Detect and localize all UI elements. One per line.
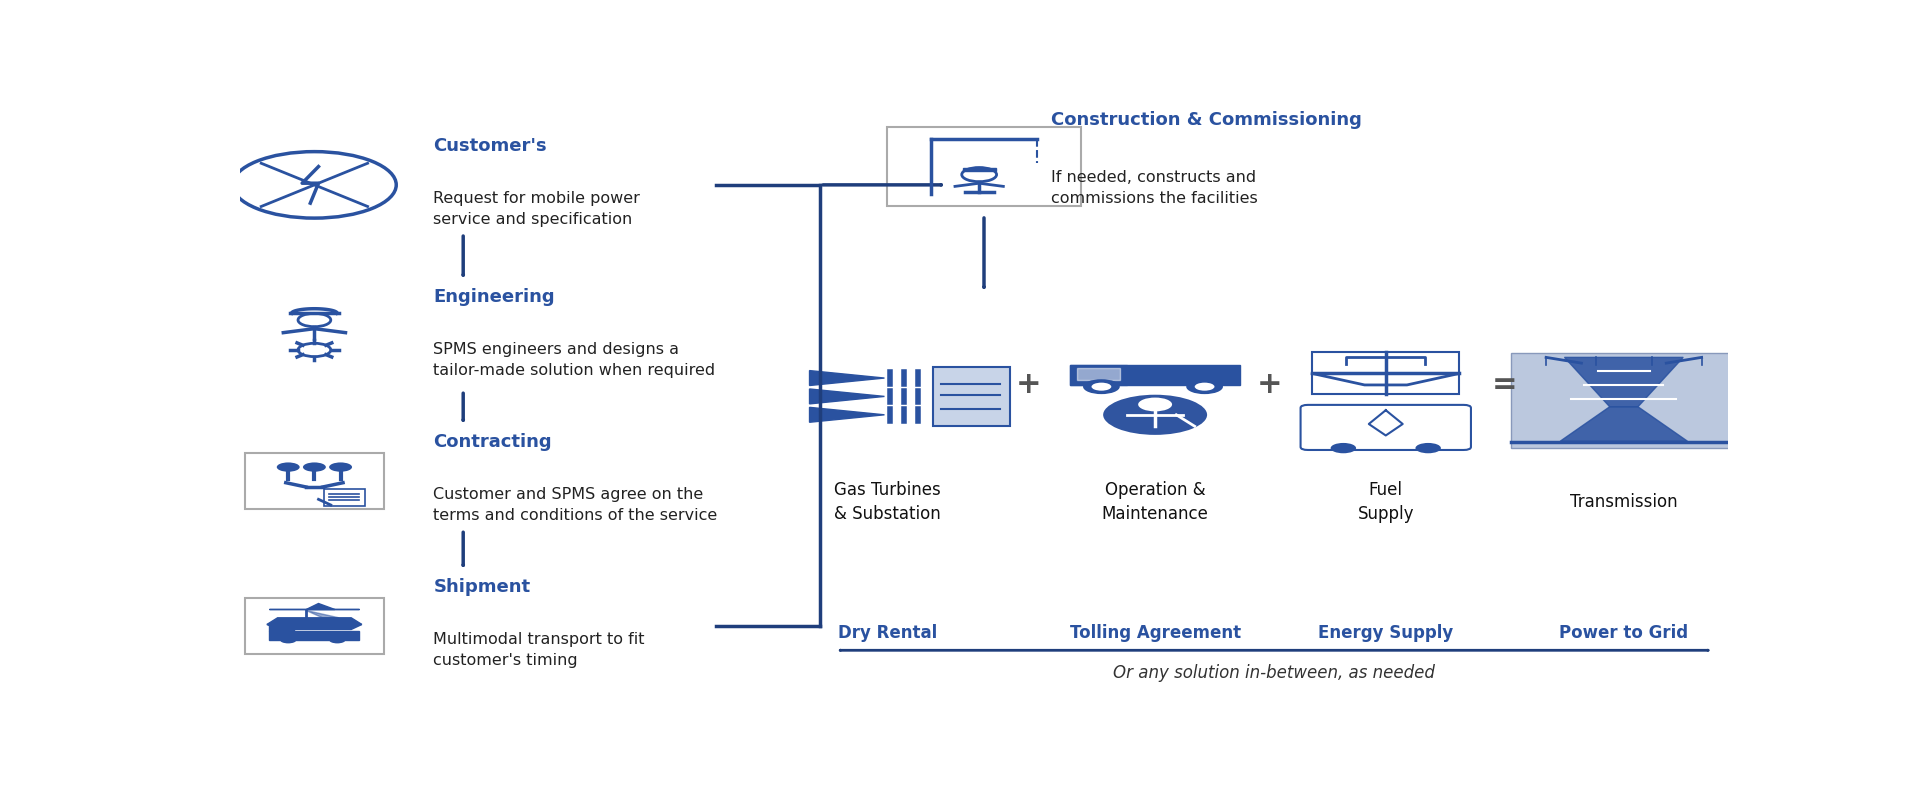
Circle shape [1091, 382, 1112, 391]
Text: Engineering: Engineering [434, 288, 555, 306]
Circle shape [328, 637, 346, 644]
Text: Operation &
Maintenance: Operation & Maintenance [1102, 481, 1208, 523]
Circle shape [280, 637, 296, 644]
FancyBboxPatch shape [246, 598, 384, 655]
Text: Request for mobile power
service and specification: Request for mobile power service and spe… [434, 191, 639, 227]
Text: +: + [1016, 370, 1041, 399]
Polygon shape [810, 389, 885, 404]
Polygon shape [267, 624, 361, 630]
Polygon shape [267, 618, 361, 624]
Text: If needed, constructs and
commissions the facilities: If needed, constructs and commissions th… [1050, 170, 1258, 206]
Text: Customer's: Customer's [434, 137, 547, 155]
Text: Contracting: Contracting [434, 433, 553, 451]
Polygon shape [305, 604, 334, 609]
Polygon shape [1077, 367, 1119, 381]
Polygon shape [810, 407, 885, 422]
Text: Gas Turbines
& Substation: Gas Turbines & Substation [833, 481, 941, 523]
Circle shape [1139, 397, 1171, 411]
FancyBboxPatch shape [887, 127, 1081, 206]
Text: Multimodal transport to fit
customer's timing: Multimodal transport to fit customer's t… [434, 632, 645, 668]
Circle shape [1194, 382, 1215, 391]
Polygon shape [1069, 365, 1127, 385]
Polygon shape [269, 624, 294, 631]
Circle shape [1187, 379, 1223, 394]
Text: Or any solution in-between, as needed: Or any solution in-between, as needed [1114, 664, 1434, 682]
Circle shape [276, 462, 300, 472]
Circle shape [1415, 443, 1440, 453]
FancyBboxPatch shape [1311, 352, 1459, 393]
Text: Shipment: Shipment [434, 578, 530, 596]
Text: Transmission: Transmission [1571, 493, 1678, 511]
Text: +: + [1258, 370, 1283, 399]
Circle shape [1102, 393, 1210, 436]
Circle shape [303, 462, 326, 472]
FancyBboxPatch shape [246, 453, 384, 509]
Polygon shape [305, 611, 340, 618]
Polygon shape [269, 631, 359, 640]
Polygon shape [962, 168, 996, 170]
Text: Tolling Agreement: Tolling Agreement [1069, 624, 1240, 642]
Text: Energy Supply: Energy Supply [1319, 624, 1453, 642]
FancyBboxPatch shape [1300, 405, 1471, 450]
Text: Customer and SPMS agree on the
terms and conditions of the service: Customer and SPMS agree on the terms and… [434, 487, 718, 523]
Polygon shape [810, 371, 885, 385]
Text: SPMS engineers and designs a
tailor-made solution when required: SPMS engineers and designs a tailor-made… [434, 342, 716, 378]
Circle shape [1083, 379, 1119, 394]
Polygon shape [1069, 365, 1240, 385]
Text: Dry Rental: Dry Rental [837, 624, 937, 642]
Circle shape [1331, 443, 1356, 453]
Polygon shape [1561, 407, 1688, 441]
Text: Construction & Commissioning: Construction & Commissioning [1050, 111, 1361, 130]
Text: =: = [1492, 370, 1517, 399]
FancyBboxPatch shape [324, 489, 365, 506]
Text: Fuel
Supply: Fuel Supply [1357, 481, 1413, 523]
FancyBboxPatch shape [1511, 353, 1738, 448]
Circle shape [328, 462, 351, 472]
Text: Power to Grid: Power to Grid [1559, 624, 1688, 642]
Polygon shape [1565, 357, 1684, 407]
FancyBboxPatch shape [933, 367, 1010, 426]
